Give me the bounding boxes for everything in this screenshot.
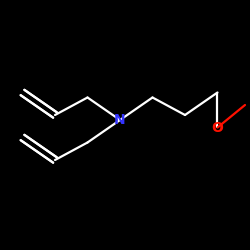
Text: N: N xyxy=(114,113,126,127)
Text: O: O xyxy=(212,120,224,134)
